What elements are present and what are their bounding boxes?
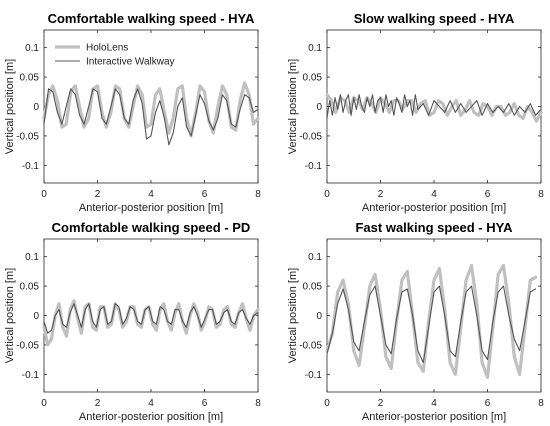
y-tick-label: -0.1 xyxy=(22,370,40,381)
y-tick-label: 0.1 xyxy=(308,252,322,263)
x-tick-label: 4 xyxy=(431,189,437,200)
y-tick-label: 0 xyxy=(316,102,322,113)
legend-box xyxy=(50,38,164,70)
y-axis-label: Vertical position [m] xyxy=(4,59,16,154)
x-tick-label: 4 xyxy=(431,398,437,409)
x-axis-label: Anterior-posterior position [m] xyxy=(79,411,223,423)
x-tick-label: 8 xyxy=(255,398,261,409)
chart-panel-2: Slow walking speed - HYA 0 2 4 6 8 -0.1 -0.05 0 0… xyxy=(287,11,544,214)
chart-panel-3: Comfortable walking speed - PD 0 2 4 6 8 -0.1 -… xyxy=(4,220,261,423)
chart-panel-1: Comfortable walking speed - HYA 0 2 4 6 8 -0.1… xyxy=(4,11,261,214)
y-tick-label: -0.1 xyxy=(305,161,323,172)
x-axis-label: Anterior-posterior position [m] xyxy=(362,202,506,214)
chart-title: Slow walking speed - HYA xyxy=(354,11,515,26)
y-tick-label: 0 xyxy=(33,311,39,322)
x-tick-label: 2 xyxy=(378,189,384,200)
legend-label: Interactive Walkway xyxy=(86,57,175,68)
x-tick-label: 8 xyxy=(538,189,544,200)
chart-panel-4: Fast walking speed - HYA 0 2 4 6 8 -0.1 -0.05 0 0… xyxy=(287,220,544,423)
series-line-interactive-walkway xyxy=(43,88,259,146)
x-tick-label: 6 xyxy=(485,398,491,409)
y-tick-label: -0.1 xyxy=(305,370,323,381)
x-tick-label: 8 xyxy=(255,189,261,200)
y-tick-label: 0.05 xyxy=(303,282,323,293)
legend-label: HoloLens xyxy=(86,43,128,54)
x-tick-label: 2 xyxy=(95,398,101,409)
x-tick-label: 6 xyxy=(485,189,491,200)
x-tick-label: 0 xyxy=(41,189,47,200)
y-axis-label: Vertical position [m] xyxy=(4,268,16,363)
y-tick-label: -0.05 xyxy=(16,131,39,142)
x-tick-label: 4 xyxy=(148,398,154,409)
x-tick-label: 0 xyxy=(324,189,330,200)
y-tick-label: -0.05 xyxy=(16,340,39,351)
y-axis-label: Vertical position [m] xyxy=(287,59,299,154)
series-line-interactive-walkway xyxy=(326,94,542,119)
x-tick-label: 8 xyxy=(538,398,544,409)
series-line-interactive-walkway xyxy=(326,285,537,364)
y-tick-label: 0.05 xyxy=(20,73,40,84)
y-tick-label: 0.1 xyxy=(25,252,39,263)
x-tick-label: 2 xyxy=(378,398,384,409)
x-tick-label: 4 xyxy=(148,189,154,200)
chart-title: Fast walking speed - HYA xyxy=(355,220,513,235)
series-line-hololens xyxy=(325,263,538,379)
plot-area xyxy=(326,29,542,184)
x-axis-label: Anterior-posterior position [m] xyxy=(79,202,223,214)
y-tick-label: 0 xyxy=(316,311,322,322)
x-tick-label: 0 xyxy=(41,398,47,409)
y-tick-label: 0.05 xyxy=(20,282,40,293)
y-tick-label: -0.1 xyxy=(22,161,40,172)
series-line-interactive-walkway xyxy=(43,303,259,334)
y-tick-label: 0.1 xyxy=(25,43,39,54)
series-line-hololens xyxy=(42,81,260,138)
x-tick-label: 0 xyxy=(324,398,330,409)
x-tick-label: 2 xyxy=(95,189,101,200)
y-tick-label: 0 xyxy=(33,102,39,113)
x-axis-label: Anterior-posterior position [m] xyxy=(362,411,506,423)
y-tick-label: 0.05 xyxy=(303,73,323,84)
chart-title: Comfortable walking speed - HYA xyxy=(48,11,255,26)
y-axis-label: Vertical position [m] xyxy=(287,268,299,363)
x-tick-label: 6 xyxy=(202,189,208,200)
y-tick-label: -0.05 xyxy=(299,131,322,142)
x-tick-label: 6 xyxy=(202,398,208,409)
y-tick-label: -0.05 xyxy=(299,340,322,351)
chart-title: Comfortable walking speed - PD xyxy=(52,220,251,235)
y-tick-label: 0.1 xyxy=(308,43,322,54)
